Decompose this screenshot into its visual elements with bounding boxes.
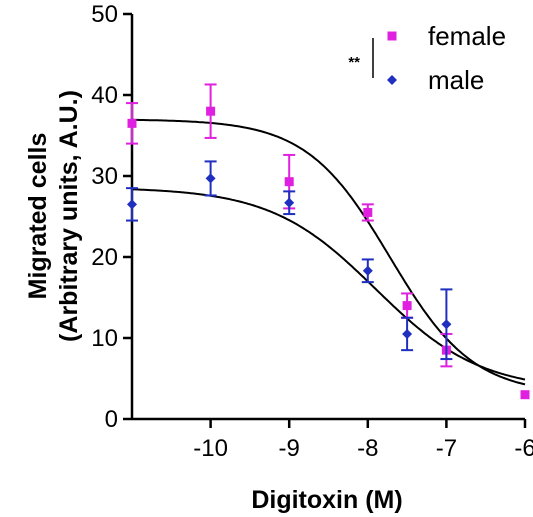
data-point-male	[402, 328, 413, 339]
data-point-male	[441, 319, 452, 330]
x-axis-title: Digitoxin (M)	[251, 486, 402, 514]
data-point-female	[127, 118, 137, 128]
x-tick-label: -10	[193, 435, 228, 462]
y-tick-label: 0	[105, 406, 118, 433]
y-tick-label: 30	[91, 163, 118, 190]
data-point-male	[127, 199, 137, 210]
legend-label-female: female	[428, 21, 506, 51]
data-point-female	[402, 301, 412, 311]
legend-marker-male	[387, 75, 397, 85]
x-tick-label: -6	[514, 435, 533, 462]
y-axis-title-line2: (Arbitrary units, A.U.)	[55, 90, 83, 342]
y-tick-label: 10	[91, 325, 118, 352]
y-tick-label: 50	[91, 1, 118, 28]
y-axis-title-line1: Migrated cells	[24, 133, 52, 300]
x-tick-label: -8	[357, 435, 378, 462]
data-point-male	[362, 265, 373, 276]
data-point-female	[284, 177, 294, 187]
legend: female male **	[348, 21, 506, 95]
data-marks	[126, 83, 530, 400]
axes: 0 10 20 30 40 50 -10 -9 -8 -7 -6	[91, 1, 533, 462]
significance-label: **	[348, 54, 360, 71]
data-point-male	[205, 173, 216, 184]
data-point-female	[363, 207, 373, 217]
legend-marker-female	[387, 31, 397, 41]
data-point-male	[284, 197, 295, 208]
data-point-female	[520, 390, 530, 400]
legend-label-male: male	[428, 65, 484, 95]
fit-curve-male	[131, 188, 526, 381]
fit-curve-female	[132, 118, 526, 386]
x-tick-label: -9	[279, 435, 300, 462]
fit-curves	[131, 118, 526, 386]
data-point-female	[206, 106, 216, 116]
x-tick-label: -7	[436, 435, 457, 462]
y-tick-label: 40	[91, 82, 118, 109]
y-tick-label: 20	[91, 244, 118, 271]
